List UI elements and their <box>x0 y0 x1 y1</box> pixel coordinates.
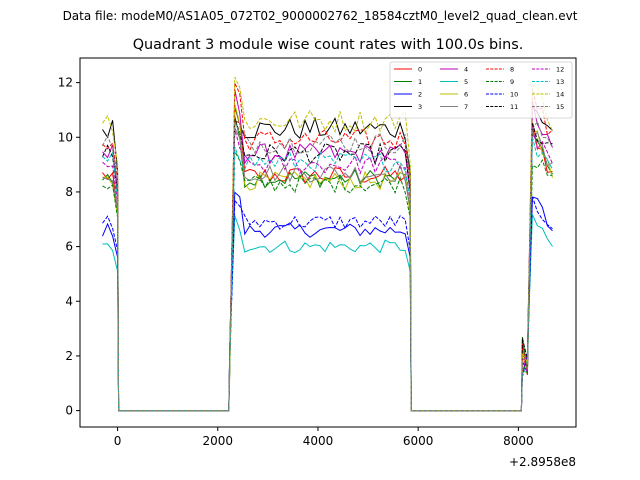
legend-label-9: 9 <box>510 78 514 86</box>
x-axis-offset-label: +2.8958e8 <box>509 455 576 469</box>
series-line-3 <box>102 105 553 412</box>
legend-label-10: 10 <box>510 91 518 99</box>
series-line-11 <box>102 118 553 412</box>
legend-label-5: 5 <box>464 78 468 86</box>
legend-label-13: 13 <box>556 78 564 86</box>
series-line-14 <box>102 76 553 412</box>
series-line-12 <box>102 126 553 412</box>
legend-label-1: 1 <box>418 78 422 86</box>
axes-frame <box>79 57 577 428</box>
y-tick-label: 8 <box>65 185 73 199</box>
legend-label-15: 15 <box>556 103 564 111</box>
series-line-15 <box>102 120 553 412</box>
y-axis-ticks: 0 2 4 6 8 10 12 <box>58 76 80 418</box>
legend-label-7: 7 <box>464 103 468 111</box>
y-tick-label: 12 <box>58 76 73 90</box>
series-line-10 <box>102 196 553 412</box>
figure-suptitle: Data file: modeM0/AS1A05_072T02_90000027… <box>63 9 578 23</box>
legend-label-2: 2 <box>418 91 422 99</box>
legend-label-0: 0 <box>418 66 422 74</box>
series-line-9 <box>102 149 553 412</box>
series-line-4 <box>102 89 553 412</box>
legend-label-4: 4 <box>464 66 468 74</box>
y-tick-label: 0 <box>65 404 73 418</box>
legend-label-11: 11 <box>510 103 518 111</box>
plot-lines-group <box>102 76 553 412</box>
legend-label-12: 12 <box>556 66 564 74</box>
series-line-0 <box>102 120 553 412</box>
legend-label-6: 6 <box>464 91 468 99</box>
x-tick-label: 2000 <box>203 434 234 448</box>
y-tick-label: 2 <box>65 349 73 363</box>
series-line-7 <box>102 127 553 412</box>
x-tick-label: 0 <box>114 434 122 448</box>
y-tick-label: 4 <box>65 294 73 308</box>
x-axis-ticks: 0 2000 4000 6000 8000 <box>114 427 534 448</box>
x-tick-label: 4000 <box>303 434 334 448</box>
legend-label-8: 8 <box>510 66 514 74</box>
series-line-6 <box>102 103 553 412</box>
legend-label-14: 14 <box>556 91 564 99</box>
series-line-5 <box>102 214 553 412</box>
series-line-2 <box>102 191 553 412</box>
series-line-1 <box>102 116 553 412</box>
x-tick-label: 8000 <box>503 434 534 448</box>
x-tick-label: 6000 <box>403 434 434 448</box>
legend-label-3: 3 <box>418 103 422 111</box>
y-tick-label: 6 <box>65 240 73 254</box>
y-tick-label: 10 <box>58 130 73 144</box>
legend-frame <box>389 61 573 119</box>
chart-title: Quadrant 3 module wise count rates with … <box>133 37 524 53</box>
